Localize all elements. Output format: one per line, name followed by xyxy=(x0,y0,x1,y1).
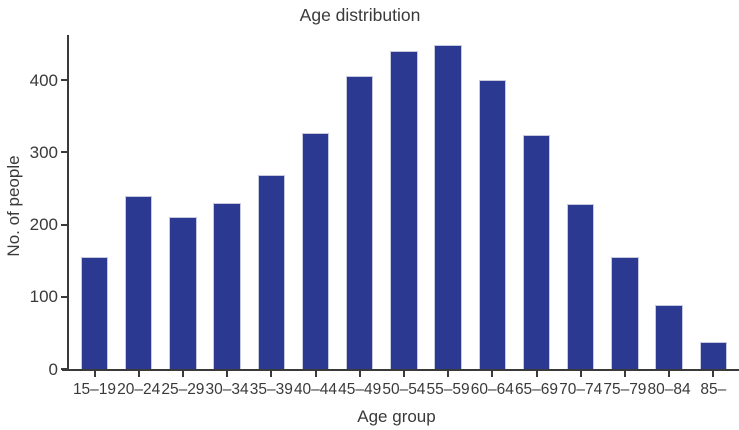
y-tick-label: 200 xyxy=(29,215,58,234)
y-tick xyxy=(61,368,68,370)
bar xyxy=(345,76,374,369)
x-tick-label: 75–79 xyxy=(603,381,647,398)
bar xyxy=(566,203,595,369)
bar xyxy=(434,45,462,369)
bar xyxy=(257,175,286,369)
chart-title: Age distribution xyxy=(299,5,421,25)
x-axis-label: Age group xyxy=(357,407,436,426)
y-axis-line xyxy=(67,35,69,371)
x-tick xyxy=(181,371,184,377)
bar xyxy=(80,257,109,369)
y-tick xyxy=(61,151,68,154)
bar xyxy=(390,51,418,369)
x-tick xyxy=(402,371,405,377)
x-tick-label: 15–19 xyxy=(72,381,117,398)
x-tick xyxy=(535,371,538,377)
x-tick xyxy=(270,371,273,377)
y-tick-label: 100 xyxy=(29,287,58,307)
x-tick-label: 45–49 xyxy=(338,381,382,398)
x-tick-label: 20–24 xyxy=(117,381,161,398)
x-tick-label: 30–34 xyxy=(205,381,249,398)
x-tick xyxy=(491,371,494,377)
x-tick-label: 50–54 xyxy=(382,381,426,398)
x-tick xyxy=(668,371,671,377)
y-tick xyxy=(61,79,68,81)
x-tick xyxy=(314,371,317,377)
x-tick xyxy=(712,371,715,377)
x-tick-label: 25–29 xyxy=(161,381,205,398)
x-tick xyxy=(137,371,140,377)
x-tick-label: 55–59 xyxy=(426,381,470,398)
y-tick-label: 300 xyxy=(29,142,58,162)
x-tick xyxy=(93,371,96,377)
y-tick xyxy=(61,295,68,298)
bar xyxy=(301,133,330,369)
x-tick xyxy=(447,371,450,377)
x-axis-line xyxy=(62,369,739,371)
x-tick xyxy=(579,371,582,377)
bar xyxy=(124,195,153,369)
bar xyxy=(478,80,507,369)
x-tick-label: 85– xyxy=(700,381,727,398)
x-tick-label: 80–84 xyxy=(647,381,691,398)
x-tick-label: 60–64 xyxy=(470,381,514,398)
bar xyxy=(611,257,639,369)
bar xyxy=(522,134,551,369)
bar xyxy=(699,342,728,369)
bar xyxy=(655,305,683,369)
bar xyxy=(169,217,197,369)
x-tick xyxy=(358,371,361,377)
bar xyxy=(213,202,241,369)
x-tick-label: 70–74 xyxy=(559,381,603,398)
x-tick xyxy=(226,371,229,377)
y-tick-label: 0 xyxy=(48,359,58,379)
x-tick-label: 40–44 xyxy=(293,381,338,398)
y-tick xyxy=(61,223,68,226)
x-tick-label: 65–69 xyxy=(514,381,559,398)
x-tick xyxy=(623,371,626,377)
y-axis-label: No. of people xyxy=(4,155,23,257)
x-tick-label: 35–39 xyxy=(249,381,293,398)
y-tick-label: 400 xyxy=(29,70,58,90)
